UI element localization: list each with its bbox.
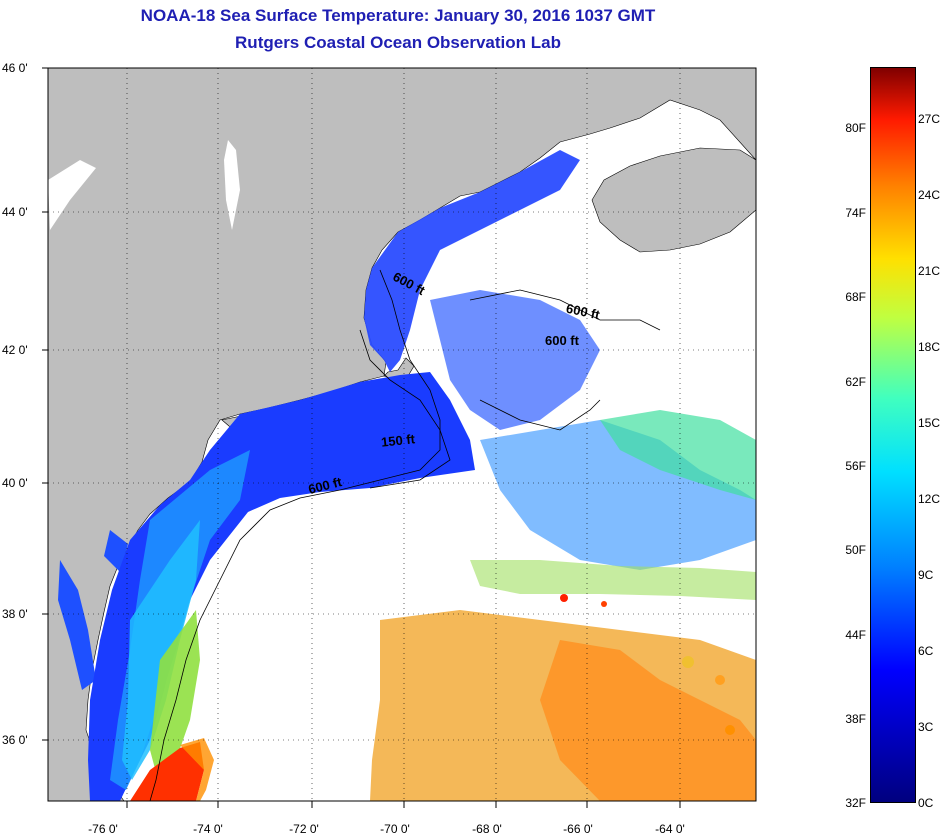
chesapeake-bay: [58, 560, 96, 690]
lat-label-40: 40 0': [2, 476, 28, 490]
colorbar-c-label: 9C: [918, 568, 934, 582]
colorbar-c-label: 6C: [918, 644, 934, 658]
colorbar-f-label: 44F: [845, 628, 866, 642]
colorbar-c-label: 12C: [918, 492, 941, 506]
colorbar-f-label: 62F: [845, 375, 866, 389]
colorbar-f-label: 74F: [845, 206, 866, 220]
map-subtitle: Rutgers Coastal Ocean Observation Lab: [235, 33, 561, 52]
lat-lon-grid: [48, 68, 756, 801]
lon-label-74: -74 0': [193, 822, 223, 836]
colorbar-c-label: 0C: [918, 796, 934, 810]
lat-label-42: 42 0': [2, 343, 28, 357]
lat-label-46: 46 0': [2, 61, 28, 75]
lon-label-76: -76 0': [88, 822, 118, 836]
lon-label-72: -72 0': [289, 822, 319, 836]
depth-label: 600 ft: [545, 333, 579, 348]
lon-label-70: -70 0': [380, 822, 410, 836]
colorbar-c-label: 21C: [918, 264, 941, 278]
colorbar-c-label: 3C: [918, 720, 934, 734]
lat-label-38: 38 0': [2, 607, 28, 621]
colorbar-f-label: 68F: [845, 290, 866, 304]
lon-label-68: -68 0': [472, 822, 502, 836]
depth-contours: [149, 269, 661, 801]
lon-label-66: -66 0': [563, 822, 593, 836]
colorbar-f-label: 32F: [845, 796, 866, 810]
lake-champlain: [224, 140, 240, 230]
temperature-colorbar: [870, 67, 916, 803]
lon-label-64: -64 0': [655, 822, 685, 836]
delaware-bay: [104, 530, 128, 572]
lat-label-44: 44 0': [2, 205, 28, 219]
lake-ontario: [48, 160, 96, 230]
land-mainland: [48, 68, 756, 801]
colorbar-c-label: 15C: [918, 416, 941, 430]
map-title: NOAA-18 Sea Surface Temperature: January…: [140, 6, 656, 25]
colorbar-f-label: 38F: [845, 712, 866, 726]
land-nova-scotia: [591, 147, 756, 253]
colorbar-f-label: 80F: [845, 121, 866, 135]
colorbar-f-label: 50F: [845, 543, 866, 557]
colorbar-c-label: 24C: [918, 188, 941, 202]
sst-data-layer: [88, 150, 756, 801]
lat-label-36: 36 0': [2, 733, 28, 747]
colorbar-c-label: 27C: [918, 112, 941, 126]
colorbar-f-label: 56F: [845, 459, 866, 473]
colorbar-c-label: 18C: [918, 340, 941, 354]
